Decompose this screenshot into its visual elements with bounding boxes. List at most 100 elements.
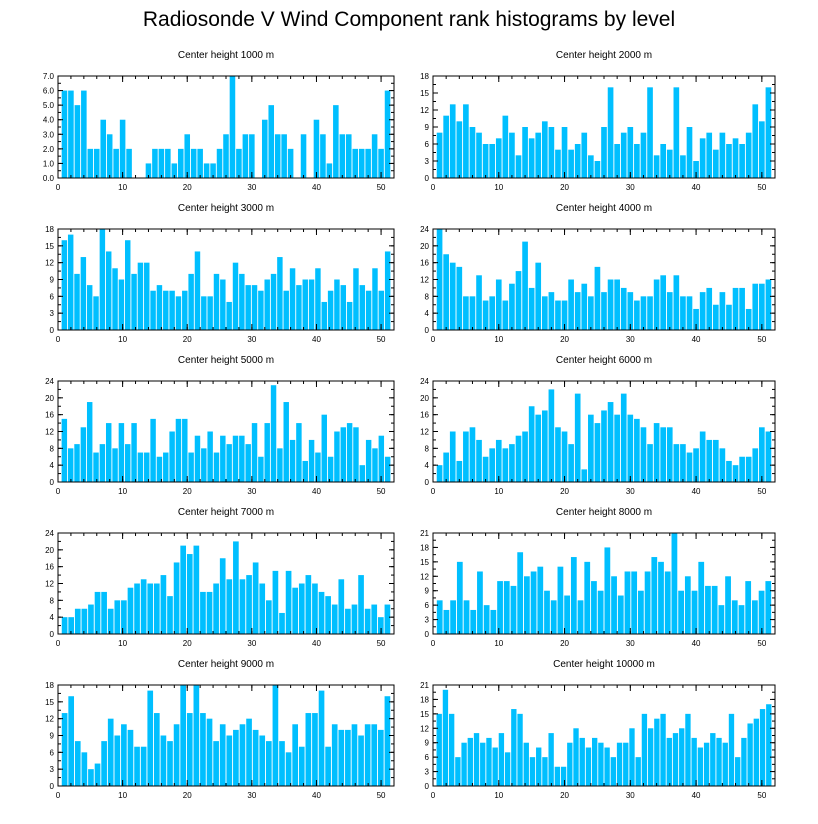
y-tick-label: 9 [50,732,55,741]
histogram-bar [470,609,477,634]
panel-title: Center height 8000 m [556,507,652,518]
histogram-bar [378,435,385,482]
histogram-bar [711,585,718,634]
histogram-bar [495,279,502,330]
histogram-bar [758,590,765,634]
histogram-bar [561,127,568,178]
x-tick-label: 0 [56,487,61,496]
histogram-bar [302,279,308,330]
y-tick-label: 12 [45,580,54,589]
histogram-bar [637,590,644,634]
histogram-bar [74,444,80,482]
histogram-bar [436,465,443,482]
histogram-bar [560,766,567,786]
y-tick-label: 0 [425,174,430,183]
histogram-bar [61,617,68,634]
y-tick-label: 20 [420,394,429,403]
histogram-bar [745,456,752,482]
histogram-bar [150,418,156,482]
histogram-bar [651,557,658,634]
histogram-bar [759,283,765,330]
histogram-bar [555,427,561,482]
x-tick-label: 50 [377,335,386,344]
histogram-bar [679,728,685,786]
histogram-bar [279,741,285,786]
histogram-bar [463,104,469,178]
histogram-bar [691,590,698,634]
histogram-bar [67,234,74,330]
histogram-panel: Center height 1000 m 0.0 1.0 2.0 3.0 4.0 5.0 6.… [43,50,395,192]
histogram-bar [581,469,588,482]
y-tick-label: 0 [50,782,55,791]
histogram-bar [105,251,112,330]
histogram-bar [163,452,169,482]
histogram-bar [283,402,289,482]
x-tick-label: 30 [247,183,256,192]
histogram-bar [564,595,571,634]
histogram-bar [81,608,88,634]
histogram-bar [686,296,693,330]
histogram-bar [137,452,144,482]
histogram-bar [287,148,294,178]
y-tick-label: 20 [420,242,429,251]
x-tick-label: 10 [494,791,503,800]
histogram-bar [137,262,144,330]
histogram-bar [634,418,640,482]
x-tick-label: 50 [377,791,386,800]
y-tick-label: 6 [50,748,55,757]
histogram-bar [345,608,351,634]
x-tick-label: 40 [312,335,321,344]
histogram-bar [220,279,226,330]
panel-title: Center height 3000 m [178,203,274,214]
x-tick-label: 30 [247,487,256,496]
histogram-bar [541,296,548,330]
histogram-bar [588,155,594,178]
histogram-bar [463,431,469,482]
histogram-bar [169,431,175,482]
x-tick-label: 10 [118,183,127,192]
histogram-bar [283,290,289,330]
histogram-bar [308,279,315,330]
histogram-bar [338,579,345,634]
histogram-bar [365,148,371,178]
histogram-bar [666,427,673,482]
histogram-bar [80,257,87,330]
histogram-bar [482,144,489,178]
histogram-bar [660,713,666,786]
histogram-bar [739,144,745,178]
histogram-bar [476,275,482,330]
x-tick-label: 20 [560,335,569,344]
histogram-bar [529,757,536,786]
panel-title: Center height 4000 m [556,203,652,214]
histogram-bar [680,155,686,178]
histogram-bar [732,465,739,482]
histogram-bar [448,713,455,786]
histogram-bar [147,690,154,786]
y-tick-label: 3.0 [43,130,55,139]
histogram-bar [298,746,305,786]
histogram-bar [614,414,620,482]
histogram-bar [194,251,201,330]
histogram-bar [528,138,535,178]
x-tick-label: 30 [626,791,635,800]
histogram-bar [664,571,671,634]
histogram-bar [272,685,279,786]
histogram-bar [686,127,693,178]
x-tick-label: 0 [431,487,436,496]
histogram-bar [627,127,634,178]
x-tick-label: 20 [183,183,192,192]
histogram-bar [739,456,745,482]
histogram-bar [384,251,391,330]
histogram-bar [490,609,497,634]
histogram-bar [194,435,201,482]
histogram-bar [145,163,152,178]
histogram-bar [467,737,473,786]
x-tick-label: 40 [692,183,701,192]
x-tick-label: 40 [312,183,321,192]
histogram-bar [658,561,664,634]
histogram-bar [568,149,574,178]
histogram-bar [318,690,325,786]
histogram-bar [272,570,279,634]
y-tick-label: 16 [45,563,54,572]
histogram-bar [653,279,660,330]
